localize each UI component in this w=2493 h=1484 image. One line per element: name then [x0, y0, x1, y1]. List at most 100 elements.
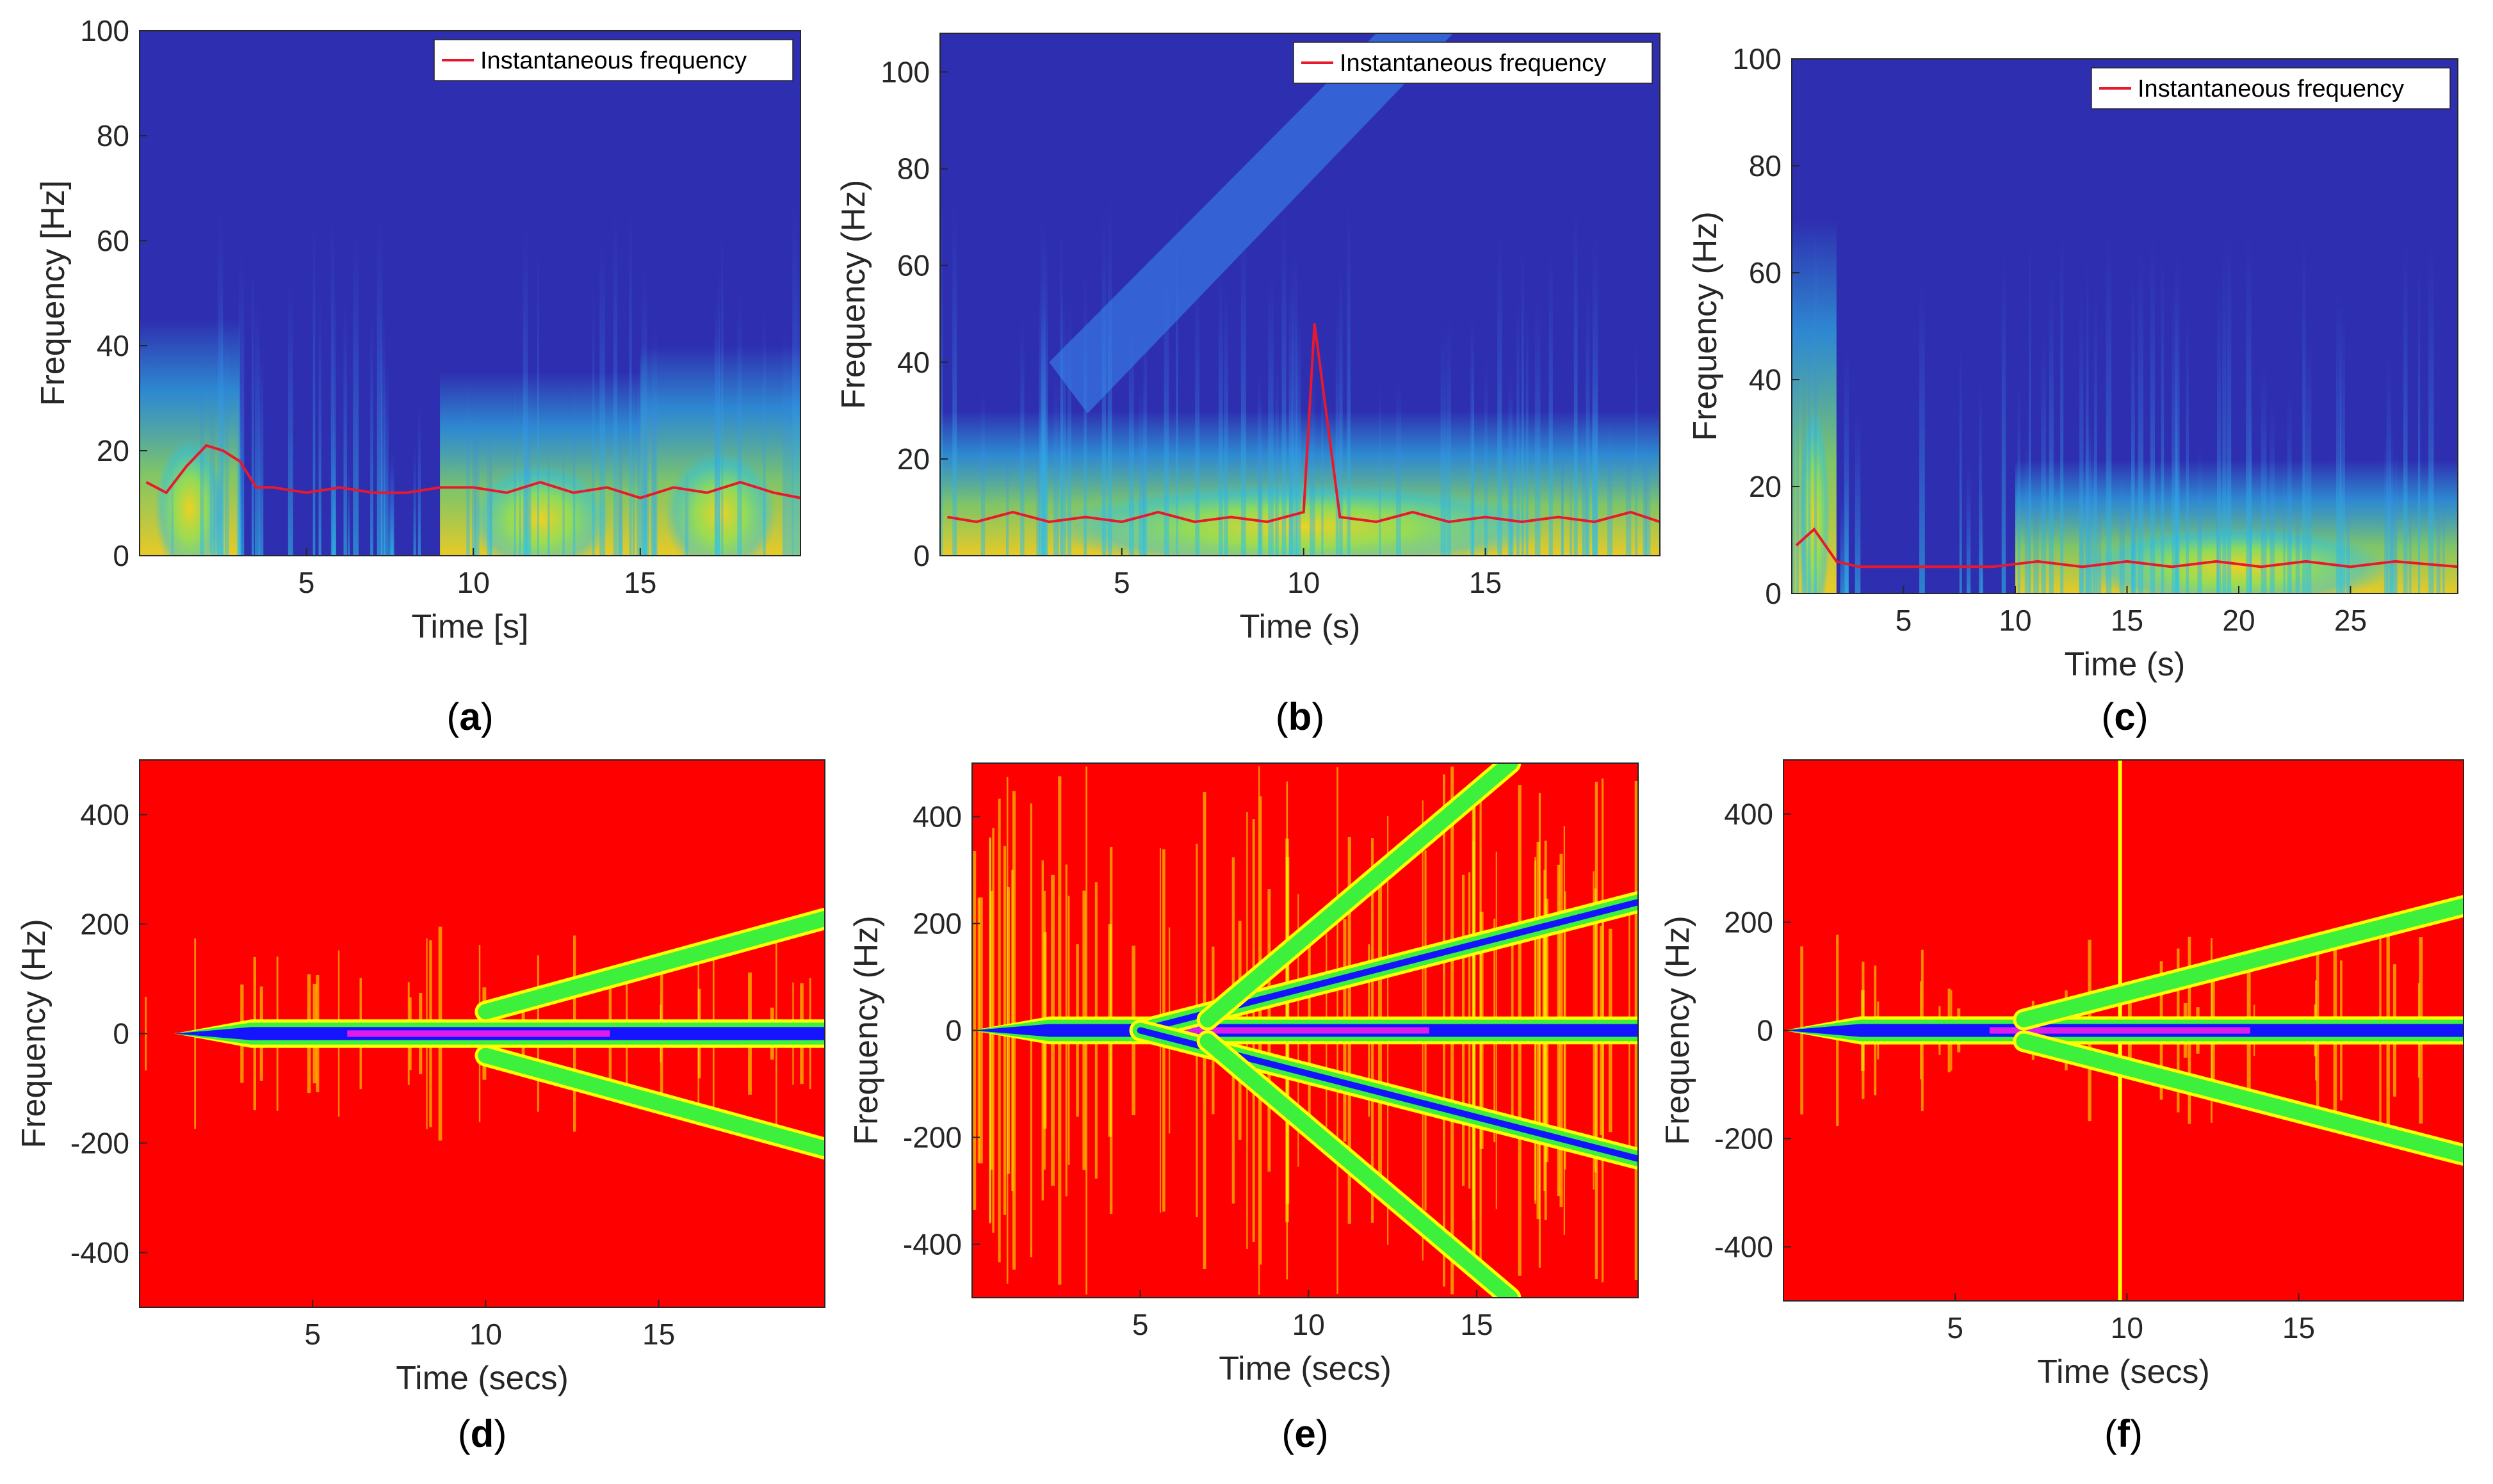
- spectral-streak: [1525, 301, 1529, 556]
- spectral-streak: [2084, 413, 2090, 593]
- y-tick-label: 60: [97, 224, 129, 257]
- y-tick-label: -400: [903, 1228, 962, 1261]
- y-tick-label: 80: [1749, 149, 1782, 182]
- x-tick-label: 20: [2222, 604, 2255, 637]
- spectral-streak: [2295, 503, 2300, 593]
- spectral-streak: [171, 466, 174, 556]
- upper-chirp-ridge: [2016, 898, 2464, 1028]
- x-tick-label: 15: [624, 566, 656, 599]
- y-tick-label: 20: [97, 434, 129, 467]
- spectral-streak: [2283, 455, 2286, 593]
- spectral-streak: [2442, 487, 2445, 593]
- spectral-streak: [384, 360, 389, 556]
- spectral-streak: [2161, 246, 2164, 593]
- spectral-streak: [2024, 439, 2030, 593]
- spectral-streak: [1061, 291, 1066, 556]
- spectral-streak: [1981, 476, 1984, 593]
- spectral-streak: [1310, 371, 1315, 556]
- spectral-streak: [1139, 382, 1144, 556]
- spectral-streak: [980, 387, 986, 556]
- x-axis-label: Time (secs): [396, 1360, 569, 1397]
- y-tick-label: 60: [1749, 256, 1782, 289]
- x-axis-label: Time (s): [1240, 608, 1361, 645]
- lower-chirp-2-ridge: [1199, 1033, 1518, 1298]
- y-tick-label: 60: [897, 249, 930, 282]
- spectral-streak: [1484, 357, 1488, 556]
- spectral-streak: [2249, 395, 2252, 593]
- legend: Instantaneous frequency: [2091, 67, 2451, 109]
- upper-chirp-2-ridge: [1199, 763, 1518, 1028]
- spectral-streak: [2391, 481, 2396, 593]
- spectral-streak: [288, 280, 293, 556]
- legend-box: [1293, 42, 1653, 84]
- spectral-streak: [1569, 474, 1573, 556]
- spectral-streak: [1143, 309, 1148, 556]
- spectral-streak: [721, 223, 724, 556]
- instantaneous-frequency-line: [1795, 527, 2458, 569]
- spectral-streak: [629, 200, 632, 556]
- panel-label: (f): [2104, 1412, 2143, 1455]
- spectral-streak: [1218, 262, 1223, 556]
- spectral-streak: [1053, 374, 1059, 556]
- spectral-streak: [472, 430, 476, 556]
- x-tick-label: 25: [2334, 604, 2367, 637]
- spectral-streak: [1020, 315, 1025, 556]
- spectral-streak: [1068, 294, 1071, 556]
- spectral-streak: [200, 375, 204, 556]
- spectral-streak: [1292, 247, 1298, 556]
- spectral-streak: [1548, 245, 1553, 556]
- panel-label: (c): [2101, 695, 2148, 738]
- spectral-streak: [334, 274, 336, 556]
- spectral-streak: [209, 401, 215, 556]
- spectral-streak: [1534, 298, 1541, 556]
- spectral-streak: [2089, 428, 2095, 593]
- spectral-streak: [1840, 493, 1845, 593]
- y-tick-label: 400: [1724, 798, 1773, 831]
- spectral-streak: [2033, 487, 2039, 593]
- y-tick-label: -200: [903, 1121, 962, 1154]
- spectral-streak: [514, 373, 516, 556]
- y-tick-label: 20: [1749, 470, 1782, 503]
- y-tick-label: 0: [945, 1014, 962, 1047]
- x-tick-label: 5: [1114, 566, 1130, 599]
- spectral-streak: [236, 376, 240, 556]
- spectral-streak: [259, 346, 264, 556]
- spectral-streak: [613, 210, 618, 556]
- chart-c: 5 10 15 20 25 0 20 40 60 80 100 Time (s) Frequency (…: [1687, 42, 2458, 738]
- spectral-streak: [251, 257, 254, 556]
- spectral-streak: [1497, 234, 1502, 556]
- spectral-streak: [347, 465, 350, 556]
- y-tick-label: 200: [80, 908, 129, 941]
- spectral-streak: [562, 444, 565, 556]
- spectral-streak: [1338, 262, 1343, 556]
- spectral-streak: [1036, 446, 1041, 556]
- spectral-streak: [788, 337, 794, 556]
- spectral-streak: [2222, 241, 2227, 593]
- y-axis-label: Frequency (Hz): [1659, 915, 1696, 1145]
- upper-chirp-ridge: [478, 910, 825, 1020]
- spectral-streak: [1396, 377, 1401, 556]
- spectral-streak: [1195, 275, 1200, 556]
- spectral-streak: [2305, 334, 2312, 593]
- x-axis-label: Time [s]: [412, 608, 529, 645]
- x-tick-label: 10: [2111, 1311, 2143, 1344]
- plot-area-b: [940, 33, 1660, 556]
- x-axis-label: Time (secs): [2037, 1353, 2210, 1391]
- spectral-streak: [390, 449, 394, 556]
- x-tick-label: 15: [642, 1318, 675, 1351]
- spectral-streak: [2049, 271, 2054, 593]
- spectral-streak: [1607, 419, 1613, 556]
- spectral-streak: [1561, 453, 1564, 556]
- y-tick-label: -200: [70, 1127, 129, 1160]
- spectral-streak: [1447, 316, 1451, 556]
- spectral-streak: [1258, 396, 1263, 556]
- y-axis-label: Frequency (Hz): [1687, 211, 1724, 440]
- spectral-streak: [1644, 458, 1651, 556]
- y-tick-label: 100: [80, 14, 129, 47]
- x-tick-label: 10: [1292, 1308, 1325, 1341]
- spectral-streak: [1295, 310, 1301, 556]
- spectral-streak: [2017, 376, 2020, 593]
- central-ridge-core: [347, 1030, 610, 1037]
- spectral-streak: [1041, 213, 1046, 556]
